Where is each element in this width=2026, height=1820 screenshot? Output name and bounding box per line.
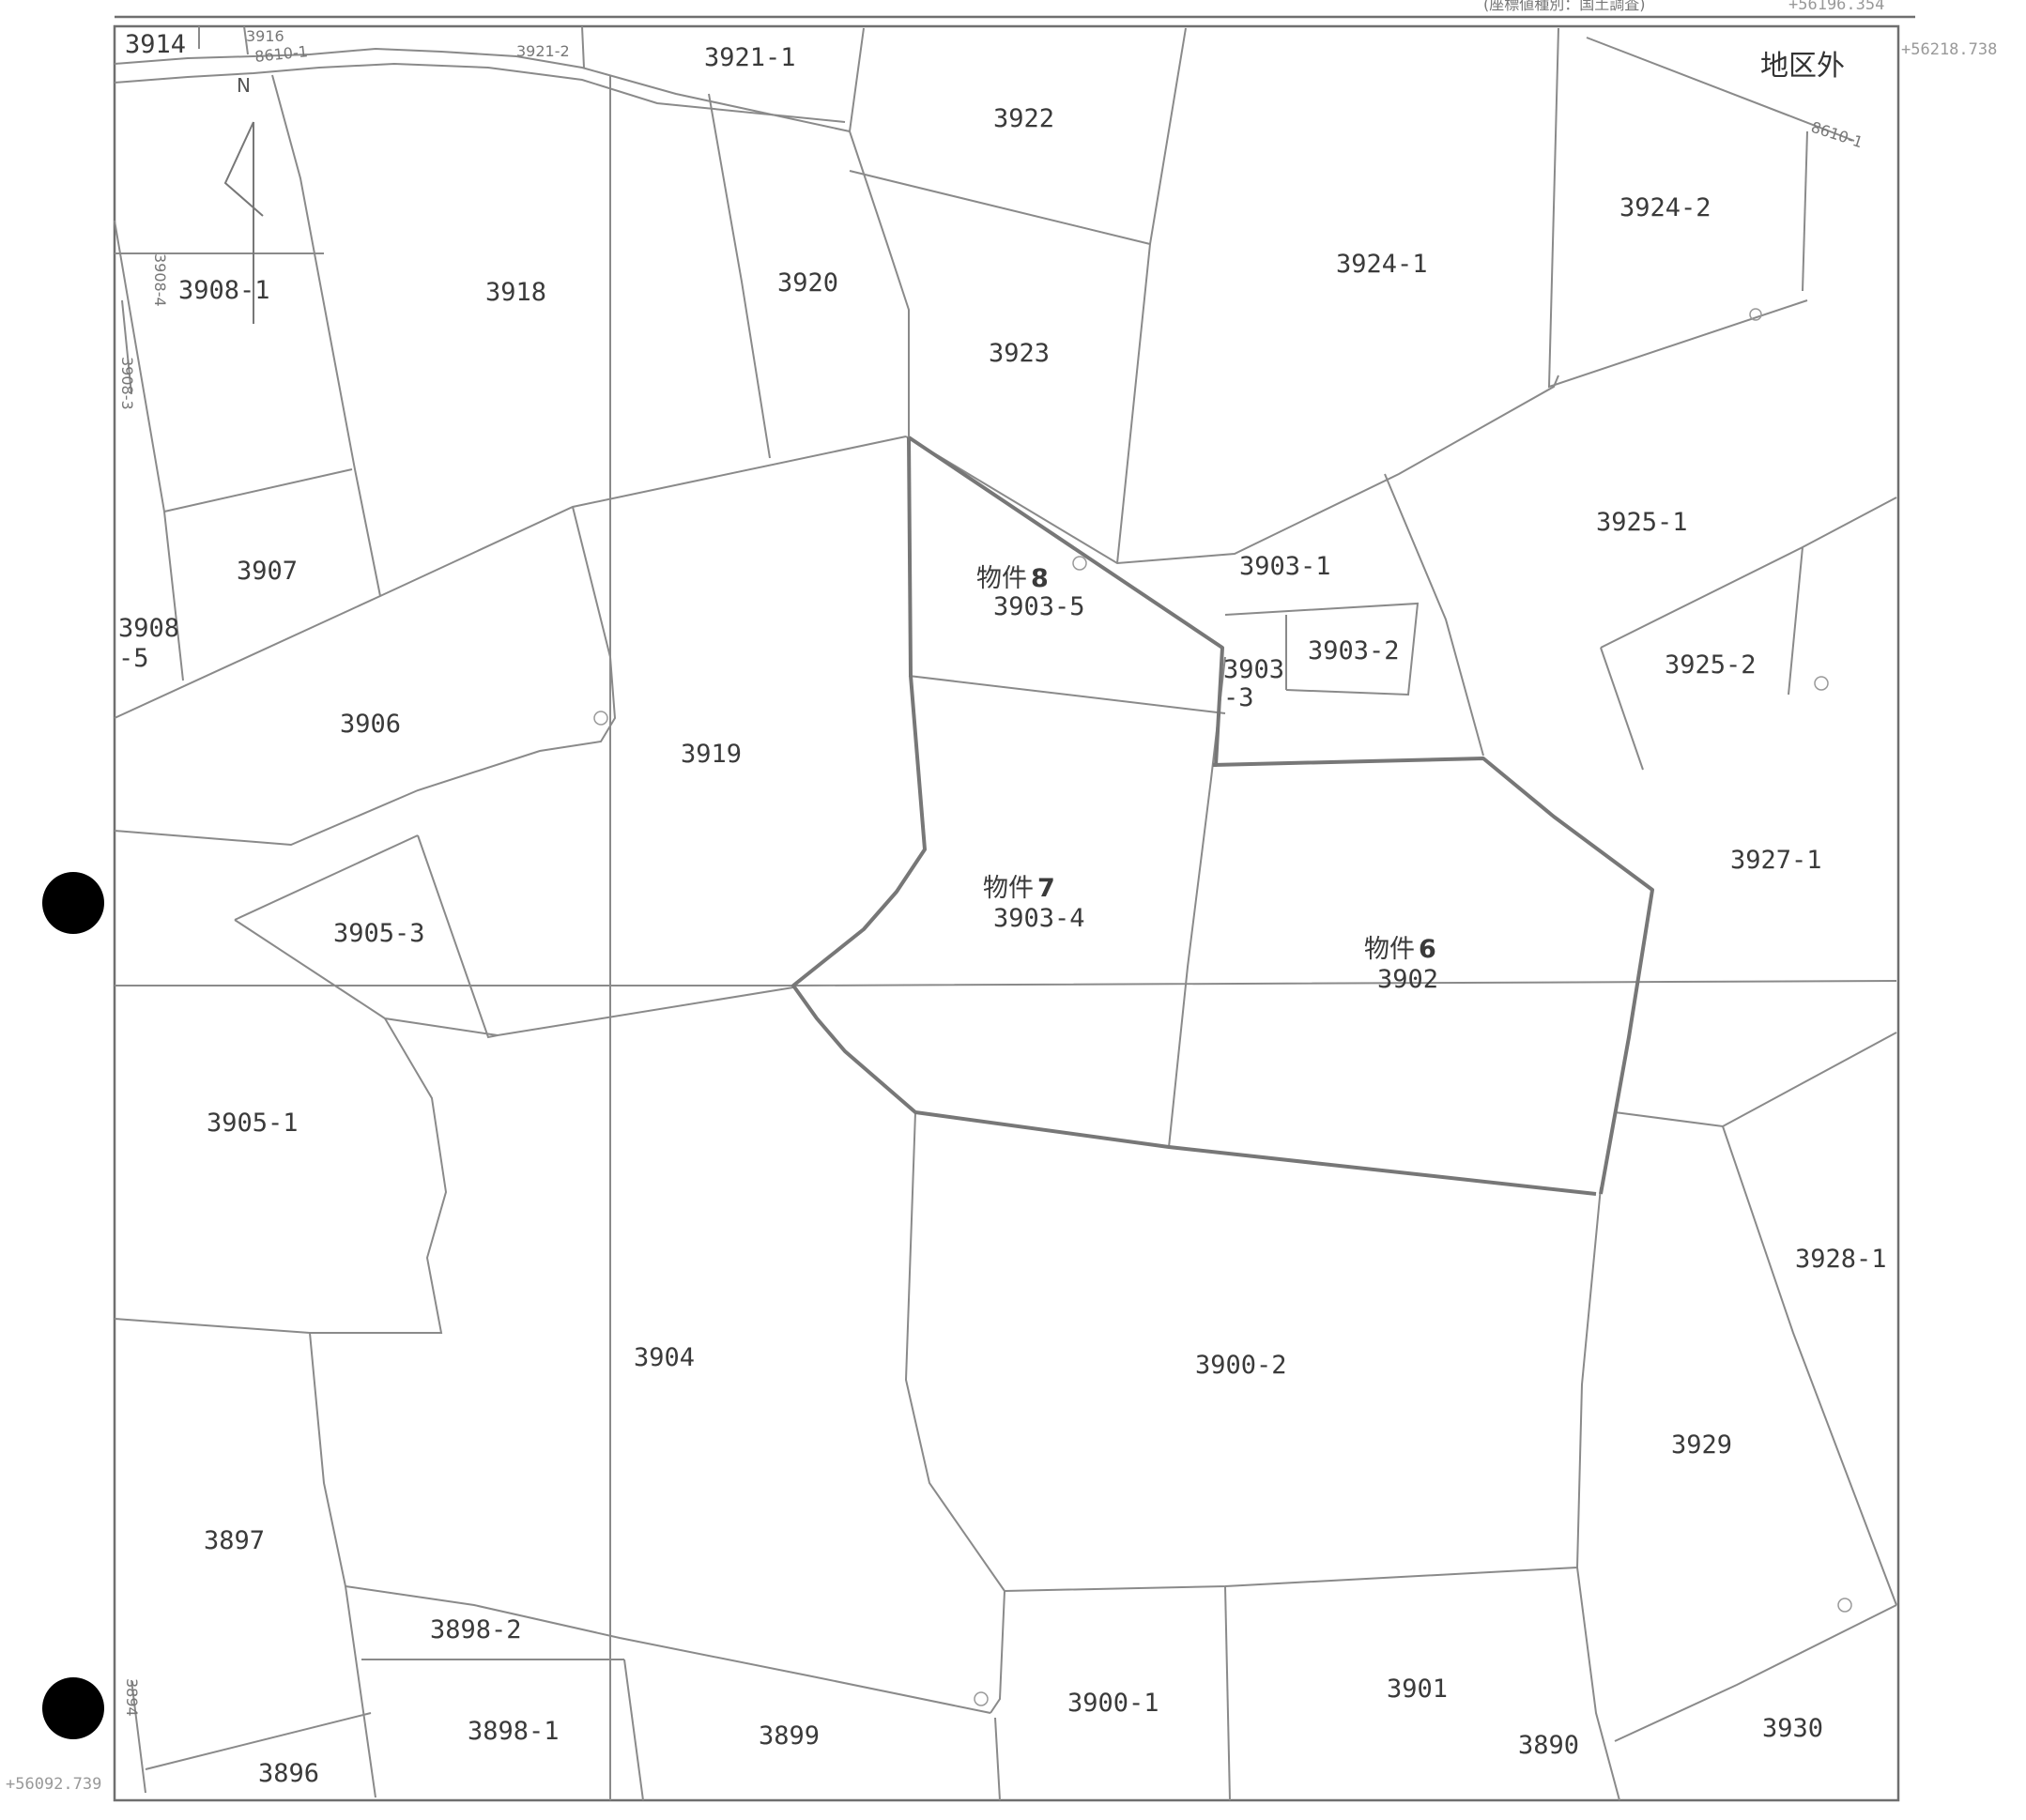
lot-label: 3914 [125,30,186,59]
lot-label: -5 [118,644,149,673]
road-label: 8610-1 [253,42,308,66]
property-8-tag: 物件 8 [976,564,1049,593]
property-6-lot: 3902 [1377,965,1438,994]
small-lot-label: 3894 [123,1678,141,1717]
lot-label: 3907 [237,557,298,586]
road-label: 3921-2 [516,42,570,60]
coord-top: +56196.354 [1788,0,1884,14]
lot-label: 3903-1 [1239,552,1331,581]
lot-label: 3924-1 [1336,250,1428,279]
lot-label: 3899 [759,1721,820,1751]
lot-label: 3921-1 [704,43,796,72]
lot-label: 3904 [634,1343,695,1372]
small-lot-label: 3908-4 [151,253,169,307]
lot-label: 3923 [989,339,1050,368]
lot-label: 3898-2 [430,1615,522,1644]
property-6-boundary [1212,757,1654,1195]
coord-bottom-left: +56092.739 [6,1775,101,1794]
lot-label: 3918 [485,278,546,307]
header-coordinate-system: (座標値種別：国土調査) [1483,0,1646,13]
property-7-boundary [791,436,1597,1196]
road-label: 8610-1 [1809,118,1865,152]
property-7-tag: 物件 7 [983,874,1055,903]
survey-markers [593,308,1852,1706]
lot-label: 3896 [258,1759,319,1788]
property-7-lot: 3903-4 [993,904,1085,933]
highlighted-properties [791,436,1654,1196]
lot-label: 3919 [681,740,742,769]
lot-label: 3898-1 [468,1717,560,1746]
lot-label: 3890 [1518,1731,1579,1760]
lot-label: 3901 [1387,1675,1448,1704]
lot-boundaries [114,25,1897,1801]
north-arrow: N [223,74,264,324]
property-labels: 物件 8 3903-5 物件 7 3903-4 物件 6 3902 [976,564,1438,994]
lot-label: 3928-1 [1795,1245,1887,1274]
lot-label: 3908-1 [178,276,270,305]
lot-label: 3897 [204,1526,265,1555]
lot-label: -3 [1223,683,1254,712]
lot-label: 3922 [993,104,1054,133]
small-lot-label: 3916 [246,27,284,45]
lot-label: 3925-1 [1596,508,1688,537]
lot-label: 3900-2 [1195,1351,1287,1380]
punch-hole [42,1677,104,1739]
outside-district-label: 地区外 [1760,50,1845,83]
lot-label: 3925-2 [1665,650,1757,680]
lot-label: 3929 [1671,1430,1732,1460]
north-label: N [237,74,251,97]
lot-label: 3930 [1762,1714,1823,1743]
lot-label: 3903-2 [1308,636,1400,665]
small-lot-label: 3908-3 [118,357,136,410]
lot-label: 3900-1 [1067,1689,1159,1718]
map-frame [113,24,1900,1802]
lot-label: 3905-3 [333,919,425,948]
property-8-lot: 3903-5 [993,592,1085,621]
lot-label: 3905-1 [207,1109,299,1138]
lot-labels: 3914 3921-1 3922 3924-2 3924-1 3920 3918… [118,30,1887,1788]
lot-label: 3920 [777,268,838,298]
lot-label: 3903 [1223,655,1284,684]
coord-top-right: +56218.738 [1901,40,1997,59]
lot-label: 3906 [340,710,401,739]
lot-label: 3908 [118,614,179,643]
lot-label: 3927-1 [1730,846,1822,875]
lot-label: 3924-2 [1619,193,1711,222]
property-6-tag: 物件 6 [1364,935,1436,964]
punch-hole [42,872,104,934]
